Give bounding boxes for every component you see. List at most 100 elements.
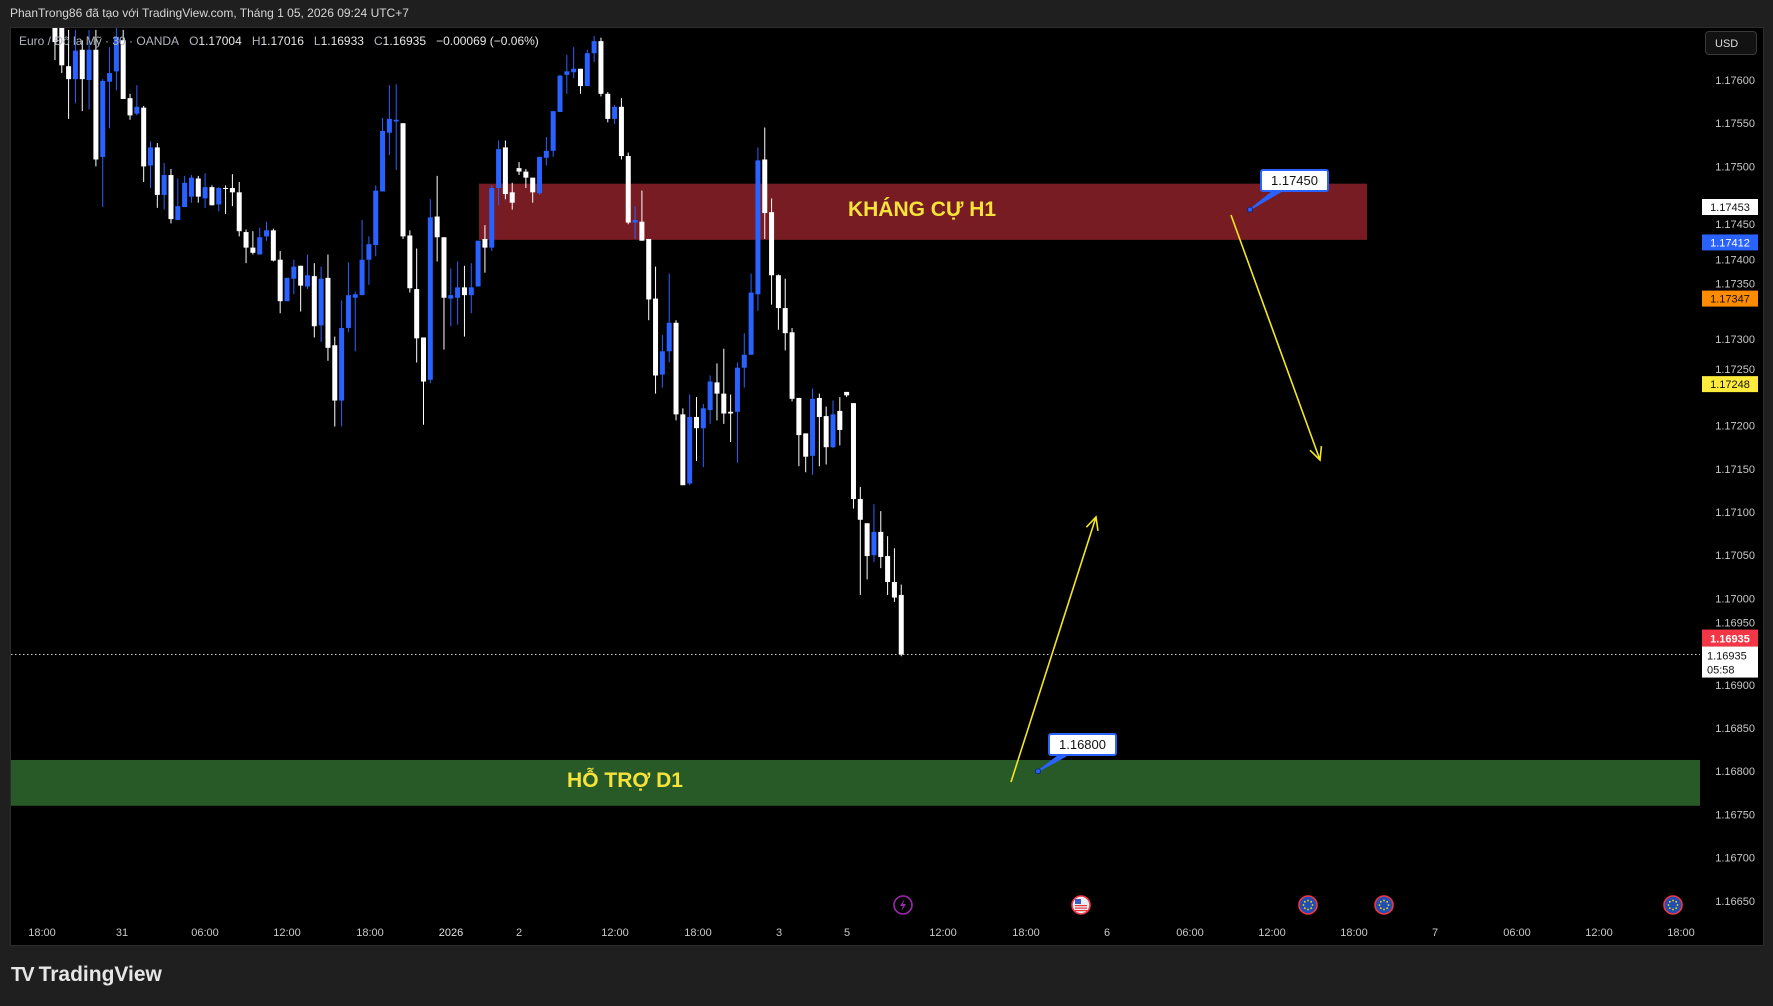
candle [86,29,92,110]
price-axis-label: 1.17100 [1715,507,1755,519]
price-axis-label: 1.17500 [1715,161,1755,173]
candle-body [188,177,194,197]
arrow-head-icon [1309,445,1323,462]
candle [694,397,699,462]
candle [598,37,604,97]
symbol-name[interactable]: Euro / Đô la Mỹ · 30 · OANDA [19,34,180,48]
candle [277,251,283,314]
countdown-timer: 05:58 [1707,665,1735,677]
candle-body [236,192,242,232]
time-axis-label: 06:00 [191,927,219,939]
candle-body [12,0,17,2]
candle-body [380,130,386,192]
candle-body [298,265,304,286]
candle [687,394,693,486]
candle [571,47,577,79]
candle [707,375,713,424]
currency-button[interactable]: USD [1705,31,1757,55]
candle-body [516,168,522,172]
low-value: 1.16933 [320,34,364,48]
candle-body [810,398,816,456]
flag-star [1386,900,1389,903]
open-label: O [189,34,199,48]
candle [878,511,884,569]
candle [810,388,816,475]
candle-body [352,294,358,298]
price-callout-resistance[interactable]: 1.17450 [1260,169,1329,192]
time-axis-label: 2026 [439,927,463,939]
candle [175,178,181,220]
candle [134,85,140,116]
candle [612,105,618,125]
candle-body [639,221,645,241]
event-marker [1663,895,1683,915]
candle [659,334,665,388]
candle-body [523,171,529,178]
candle [885,536,891,595]
candle-body [386,118,392,133]
candle-body [154,147,160,195]
candle [216,187,222,212]
candle [605,92,611,123]
candle-body [318,278,324,326]
candle-body [127,98,133,116]
candle-body [700,408,706,429]
price-callout-support[interactable]: 1.16800 [1048,733,1117,756]
candle-body [250,247,256,253]
arrow-line [1230,214,1321,461]
price-axis-label: 1.17550 [1715,118,1755,130]
flag-star [1386,907,1389,910]
candle [789,327,795,402]
candle-body [509,192,515,203]
candle [311,263,317,338]
candle-body [468,287,474,296]
candle [618,98,624,160]
flag-star [1303,907,1306,910]
candle-body [107,73,113,82]
candle [455,261,461,325]
candle-body [584,53,590,87]
candle-body [769,212,775,276]
candle-body [694,416,699,429]
callout-pointer [1037,755,1067,772]
candle-body [891,581,897,598]
us-flag-icon [1071,895,1091,915]
candle-body [659,351,665,375]
candle-body [168,175,174,220]
open-value: 1.17004 [198,34,242,48]
candle [229,174,235,207]
callout-pointer [1249,191,1283,211]
flag-star [1302,904,1305,906]
candle [844,391,850,398]
price-axis-label: 1.16650 [1715,896,1755,908]
time-axis-label: 7 [1432,927,1438,939]
time-axis-label: 18:00 [1667,927,1695,939]
candle-body [721,393,727,414]
flag-star [1378,904,1381,906]
candle [666,273,672,363]
candle-body [455,287,461,298]
candle-body [850,403,856,500]
candle [489,185,495,252]
candle [223,185,229,214]
candle [680,408,686,486]
price-tag-bg [1702,290,1758,307]
candle-body [325,277,331,348]
candle [291,259,297,295]
close-value: 1.16935 [382,34,427,48]
event-marker [1298,895,1318,915]
candle-body [618,106,624,157]
candle [393,84,399,170]
time-axis-label: 12:00 [601,927,629,939]
candle-body [304,275,310,287]
price-tag-bg [1702,376,1758,393]
candle-body [564,71,570,75]
candle-body [366,244,372,260]
candle [830,400,836,449]
candle [577,68,583,94]
candle-body [646,238,652,300]
high-label: H [251,34,261,48]
candle [195,175,201,203]
symbol-legend[interactable]: Euro / Đô la Mỹ · 30 · OANDA O1.17004 H 1… [19,34,539,48]
